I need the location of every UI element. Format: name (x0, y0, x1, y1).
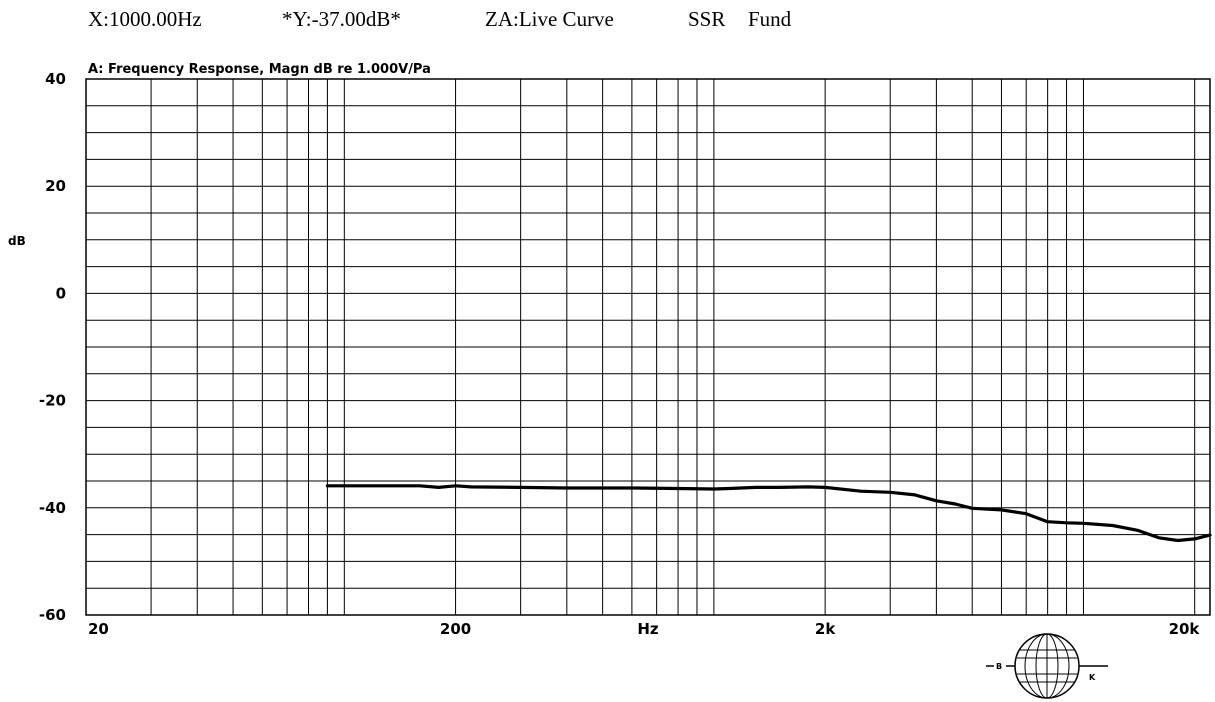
plot-frame (85, 78, 1211, 616)
y-tick-label: -20 (39, 392, 66, 410)
x-tick-label: 20k (1169, 620, 1201, 638)
x-tick-label: 20 (88, 620, 109, 638)
x-tick-label: 2k (815, 620, 836, 638)
chart-title: A: Frequency Response, Magn dB re 1.000V… (88, 62, 431, 77)
x-tick-label: 200 (440, 620, 471, 638)
logo-letter-k: K (1089, 673, 1096, 682)
y-tick-label: 0 (56, 284, 66, 302)
x-axis-label: Hz (637, 620, 659, 638)
harmonic-readout: Fund (748, 7, 792, 31)
globe-icon (1014, 633, 1080, 699)
x-cursor-readout: X:1000.00Hz (88, 7, 202, 31)
status-bar: X:1000.00Hz *Y:-37.00dB* ZA:Live Curve S… (88, 7, 792, 31)
y-cursor-readout: *Y:-37.00dB* (282, 7, 401, 31)
series-line (325, 484, 1212, 543)
curve-readout: ZA:Live Curve (485, 7, 614, 31)
logo-letter-b: B (996, 662, 1002, 671)
y-tick-label: 40 (45, 70, 66, 88)
bk-logo: B K (986, 633, 1108, 699)
plot-grid (85, 78, 1211, 616)
y-tick-label: 20 (45, 177, 66, 195)
y-axis-label: dB (8, 234, 26, 248)
y-tick-label: -40 (39, 499, 66, 517)
y-tick-label: -60 (39, 606, 66, 624)
mode-readout: SSR (688, 7, 725, 31)
series-layer (325, 484, 1212, 543)
